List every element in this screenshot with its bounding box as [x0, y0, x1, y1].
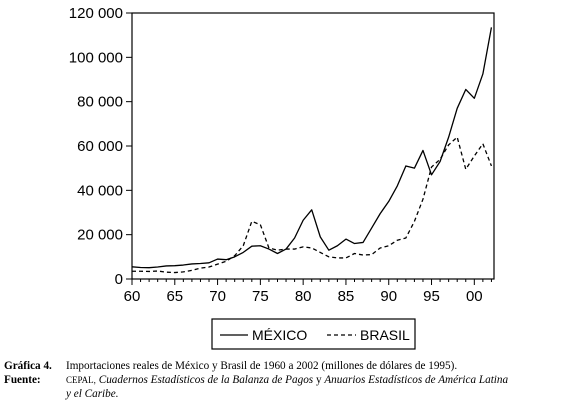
x-tick-label: 95 — [423, 288, 440, 305]
y-tick-label: 40 000 — [77, 182, 123, 199]
y-tick-label: 60 000 — [77, 138, 123, 155]
x-tick-label: 85 — [338, 288, 355, 305]
figure-caption: Gráfica 4. Importaciones reales de Méxic… — [4, 359, 570, 401]
series-group — [131, 27, 493, 274]
caption-title-row: Gráfica 4. Importaciones reales de Méxic… — [4, 359, 570, 373]
source-text: CEPAL, Cuadernos Estadísticos de la Bala… — [66, 373, 570, 387]
source-conjunction: y — [315, 374, 322, 386]
y-tick-label: 80 000 — [77, 94, 123, 111]
source-label: Fuente: — [4, 374, 41, 386]
x-tick-label: 70 — [209, 288, 226, 305]
x-tick-label: 75 — [252, 288, 269, 305]
series-line-brasil — [132, 136, 493, 274]
series-line-mxico — [131, 27, 493, 269]
y-tick-label: 0 — [115, 271, 123, 288]
x-tick-label: 80 — [295, 288, 312, 305]
source-org: CEPAL, — [66, 375, 96, 385]
figure-description: Importaciones reales de México y Brasil … — [66, 360, 458, 372]
caption-source-row: Fuente: CEPAL, Cuadernos Estadísticos de… — [4, 373, 570, 387]
legend-box — [211, 318, 416, 350]
plot-frame — [131, 12, 495, 280]
y-tick-label: 100 000 — [69, 49, 123, 66]
x-tick-label: 90 — [380, 288, 397, 305]
source-continuation: y el Caribe. — [66, 388, 119, 400]
x-tick-label: 65 — [166, 288, 183, 305]
legend: MÉXICO BRASIL — [211, 318, 416, 350]
x-axis: 60 65 70 75 80 85 90 95 00 — [124, 279, 492, 305]
y-tick-label: 120 000 — [69, 5, 123, 22]
figure-label: Gráfica 4. — [4, 360, 52, 372]
y-tick-label: 20 000 — [77, 227, 123, 244]
legend-label-mexico: MÉXICO — [252, 327, 307, 343]
y-axis: 0 20 000 40 000 60 000 80 000 100 000 120 000 — [69, 5, 132, 288]
source-publication-2: Anuarios Estadísticos de América Latina — [324, 374, 509, 386]
legend-label-brasil: BRASIL — [360, 327, 410, 343]
x-tick-label: 00 — [466, 288, 483, 305]
x-tick-label: 60 — [124, 288, 141, 305]
source-publication-1: Cuadernos Estadísticos de la Balanza de … — [98, 374, 314, 386]
